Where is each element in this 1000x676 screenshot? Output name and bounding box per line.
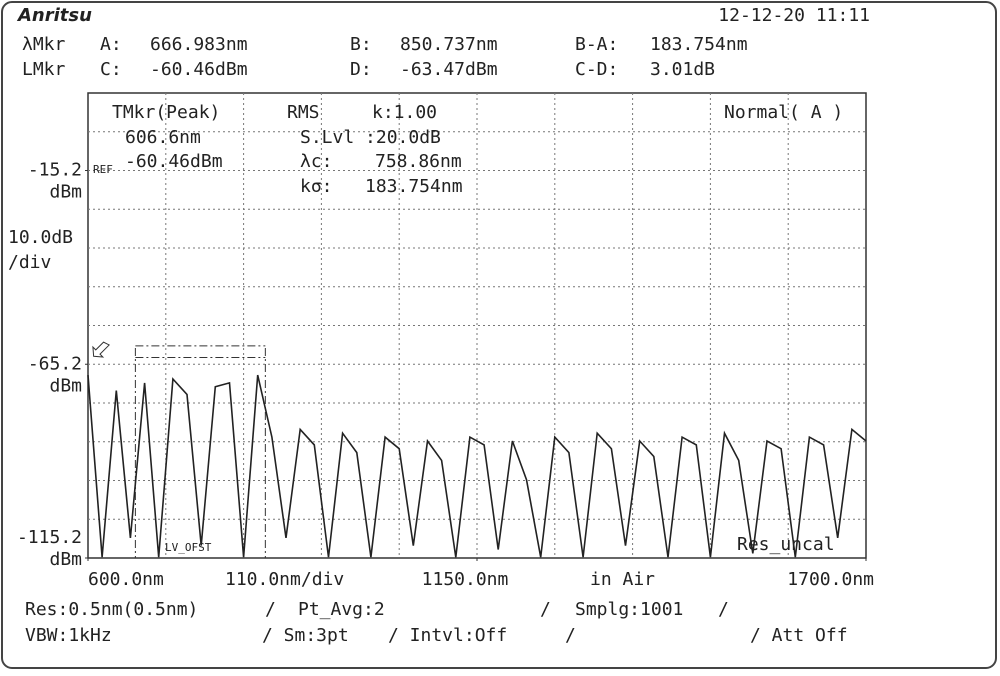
marker-name: A: — [100, 34, 122, 55]
marker-value: -63.47dBm — [400, 59, 498, 80]
marker-value: 183.754nm — [650, 34, 748, 55]
marker-value: -60.46dBm — [150, 59, 248, 80]
ref-label: REF — [93, 163, 113, 176]
marker-name: D: — [350, 59, 372, 80]
annotation: LV_OFST — [165, 541, 212, 554]
marker-value: 3.01dB — [650, 59, 715, 80]
x-tick-label: 600.0nm — [88, 569, 164, 590]
x-tick-label: 1150.0nm — [422, 569, 509, 590]
x-scale-label: 110.0nm/div — [225, 569, 344, 590]
medium: in Air — [590, 569, 655, 590]
annotation: 606.6nm — [125, 127, 201, 148]
x-tick-label: 1700.0nm — [787, 569, 874, 590]
y-unit: dBm — [49, 182, 82, 203]
setting: Res:0.5nm(0.5nm) — [25, 599, 198, 620]
marker-name: B-A: — [575, 34, 618, 55]
setting: VBW:1kHz — [25, 625, 112, 646]
setting: / — [718, 599, 729, 620]
marker-name: C-D: — [575, 59, 618, 80]
logo: Anritsu — [16, 5, 92, 26]
marker-name: C: — [100, 59, 122, 80]
setting: Pt_Avg:2 — [298, 599, 385, 620]
setting: / — [540, 599, 551, 620]
marker-row-label: λMkr — [22, 34, 66, 55]
annotation: RMS — [287, 102, 320, 123]
y-unit: dBm — [49, 375, 82, 396]
annotation: 183.754nm — [365, 176, 463, 197]
annotation: λc: — [300, 151, 333, 172]
plot-frame — [87, 92, 867, 559]
annotation: S.Lvl :20.0dB — [300, 127, 441, 148]
marker-value: 666.983nm — [150, 34, 248, 55]
y-unit: dBm — [49, 549, 82, 570]
setting: / — [565, 625, 576, 646]
annotation: TMkr(Peak) — [112, 102, 220, 123]
scale-label: /div — [8, 252, 51, 273]
y-tick-label: -115.2 — [17, 527, 82, 548]
y-tick-label: -15.2 — [28, 160, 82, 181]
marker-name: B: — [350, 34, 372, 55]
y-tick-label: -65.2 — [28, 353, 82, 374]
marker-value: 850.737nm — [400, 34, 498, 55]
marker-row-label: LMkr — [22, 59, 66, 80]
trace — [87, 374, 867, 558]
annotation: -60.46dBm — [125, 151, 223, 172]
setting: / Sm:3pt — [262, 625, 349, 646]
datetime: 12-12-20 11:11 — [718, 5, 870, 26]
setting: / — [265, 599, 276, 620]
setting: / Att Off — [750, 625, 848, 646]
setting: / Intvl:Off — [388, 625, 507, 646]
annotation: Normal( A ) — [724, 102, 843, 123]
setting: Smplg:1001 — [575, 599, 683, 620]
scale-label: 10.0dB — [8, 227, 73, 248]
annotation: kσ: — [300, 176, 333, 197]
peak-arrow — [92, 341, 111, 358]
annotation: k:1.00 — [372, 102, 437, 123]
annotation: 758.86nm — [375, 151, 462, 172]
annotation: Res_uncal — [737, 534, 835, 555]
